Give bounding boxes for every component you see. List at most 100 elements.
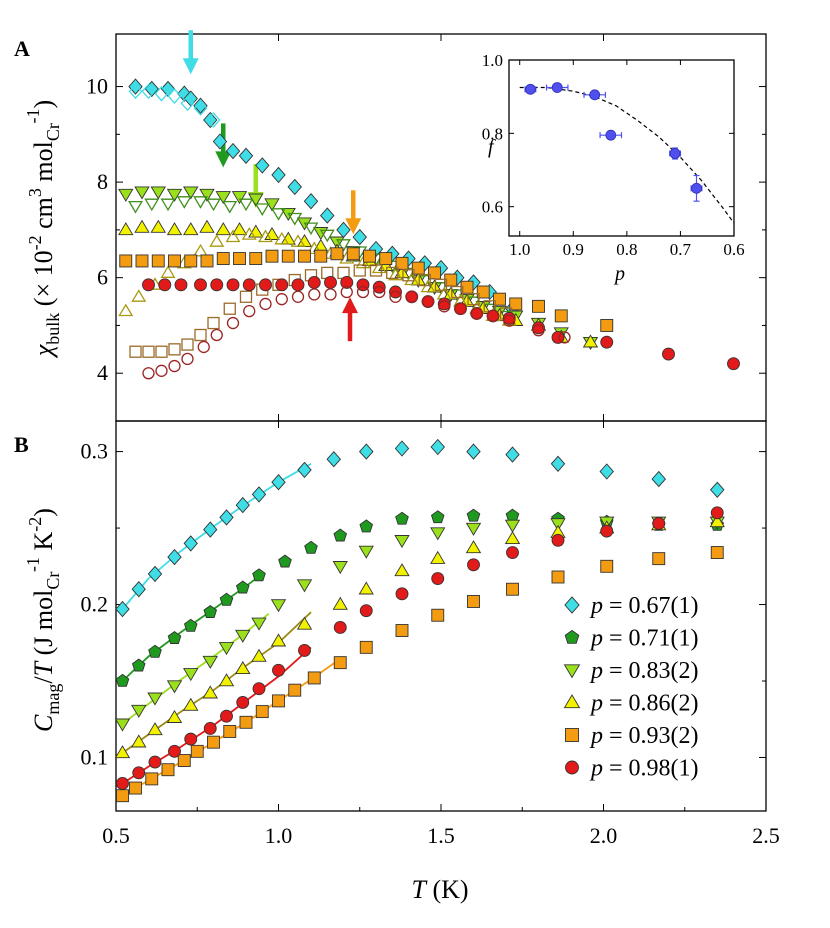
cmag-point-p0.67: [235, 496, 250, 514]
cmag-point-p0.86: [218, 673, 235, 687]
cmag-point-p0.71: [278, 554, 292, 568]
chi-point-p0.98: [727, 357, 740, 371]
cmag-point-p0.67: [271, 474, 286, 491]
cmag-point-p0.86: [114, 745, 131, 759]
chi-point-p0.83: [231, 191, 248, 205]
cmag-point-p0.98: [298, 643, 311, 657]
inset-point: [605, 129, 617, 141]
panel-a-label: A: [14, 36, 30, 61]
cmag-point-p0.86: [235, 661, 251, 675]
chi-open-point-p0.86: [290, 234, 306, 247]
chi-point-p0.67: [303, 193, 319, 210]
chi-open-point-p0.83: [254, 203, 270, 216]
inset-background: [467, 48, 753, 260]
chi-open-point-p0.98: [421, 295, 435, 308]
chi-point-p0.98: [340, 275, 354, 289]
chi-point-p0.86: [118, 222, 134, 236]
chi-open-point-p0.83: [144, 198, 160, 212]
cmag-point-p0.98: [551, 533, 565, 547]
chi-point-p0.93: [281, 249, 295, 263]
chi-point-p0.67: [352, 228, 367, 246]
panel-b-axis: 0.5 1.0 1.5 2.0 2.5 0.1 0.2 0.3: [81, 421, 780, 848]
chi-point-p0.93: [151, 254, 165, 268]
cmag-point-p0.86: [430, 550, 446, 564]
cmag-point-p0.98: [252, 682, 266, 696]
panel-a: 4 6 8 10 A: [14, 30, 767, 422]
chi-open-point-p0.83: [336, 239, 351, 252]
panel-a-axis: 4 6 8 10: [86, 34, 767, 421]
cmag-point-p0.71: [333, 528, 348, 542]
chi-open-point-p0.93: [386, 266, 399, 280]
panel-a-ylabel: χbulk (× 10-2 cm3 molCr-1): [23, 100, 63, 359]
cmag-point-p0.98: [116, 777, 129, 790]
chi-point-p0.86: [199, 219, 215, 233]
cmag-point-p0.98: [203, 721, 217, 735]
cmag-point-p0.83: [147, 692, 163, 706]
chi-point-p0.93: [184, 254, 198, 268]
panel-b-ylabel: Cmag/T (J molCr-1 K-2): [23, 508, 63, 732]
cmag-point-p0.86: [709, 514, 725, 528]
chi-open-point-p0.98: [558, 331, 571, 344]
chi-open-point-p0.98: [532, 324, 545, 337]
chi-open-point-p0.98: [389, 290, 402, 303]
chi-open-point-p0.67: [154, 85, 169, 102]
cmag-point-p0.86: [166, 709, 183, 723]
cmag-point-p0.71: [395, 511, 409, 525]
cmag-point-p0.67: [709, 481, 725, 498]
cmag-point-p0.83: [218, 642, 235, 656]
chi-open-point-p0.86: [209, 234, 225, 247]
chi-point-p0.86: [183, 222, 199, 236]
cmag-point-p0.67: [115, 600, 130, 618]
chi-open-point-p0.93: [418, 273, 431, 287]
cmag-point-p0.86: [147, 722, 163, 736]
cmag-point-p0.98: [600, 524, 614, 538]
cmag-point-p0.83: [202, 655, 218, 669]
chi-open-point-p0.67: [193, 100, 208, 116]
cmag-point-p0.98: [132, 766, 146, 780]
cmag-point-p0.71: [115, 673, 130, 687]
arrow-head-p0.71: [215, 151, 232, 168]
cmag-point-p0.93: [161, 763, 175, 777]
cmag-point-p0.93: [116, 789, 129, 803]
panel-a-ytick-label: 6: [97, 265, 108, 290]
cmag-point-p0.98: [148, 755, 162, 769]
legend-label-p0.67: p = 0.67(1): [589, 593, 699, 619]
cmag-point-p0.67: [219, 509, 234, 526]
chi-point-p0.98: [174, 278, 188, 292]
chi-open-point-p0.98: [243, 304, 256, 318]
chi-open-point-p0.86: [225, 229, 241, 243]
legend-label-p0.71: p = 0.71(1): [589, 626, 699, 652]
cmag-point-p0.67: [326, 451, 341, 468]
cmag-point-p0.71: [359, 519, 374, 533]
cmag-point-p0.93: [223, 725, 237, 738]
panel-a-ytick-label: 4: [97, 360, 108, 385]
cmag-point-p0.67: [505, 446, 520, 463]
chi-point-p0.98: [158, 278, 172, 292]
chi-open-point-p0.86: [371, 260, 387, 274]
chi-open-point-p0.83: [206, 198, 221, 212]
cmag-point-p0.83: [251, 617, 267, 631]
chi-point-p0.98: [324, 275, 337, 289]
chi-point-p0.67: [238, 147, 254, 164]
chi-point-p0.93: [428, 266, 441, 280]
cmag-point-p0.93: [333, 656, 347, 670]
cmag-point-p0.98: [272, 663, 285, 677]
panel-b-label: B: [14, 432, 29, 457]
chi-point-p0.93: [379, 252, 393, 266]
legend-marker-p0.83: [563, 664, 581, 679]
arrow-head-p0.67: [182, 58, 199, 75]
cmag-point-p0.86: [131, 734, 147, 748]
panel-b-xtick-label: 2.0: [590, 823, 618, 848]
cmag-point-p0.98: [710, 506, 724, 520]
chi-open-point-p0.93: [451, 285, 464, 299]
chi-point-p0.93: [200, 254, 214, 268]
inset-point: [669, 148, 681, 159]
chi-open-point-p0.86: [420, 279, 436, 293]
chi-open-point-p0.86: [404, 272, 420, 286]
chi-point-p0.93: [249, 252, 263, 266]
cmag-point-p0.67: [147, 565, 163, 583]
cmag-point-p0.71: [235, 580, 250, 594]
cmag-point-p0.93: [129, 781, 142, 795]
cmag-point-p0.98: [236, 695, 250, 709]
cmag-point-p0.86: [332, 596, 348, 610]
